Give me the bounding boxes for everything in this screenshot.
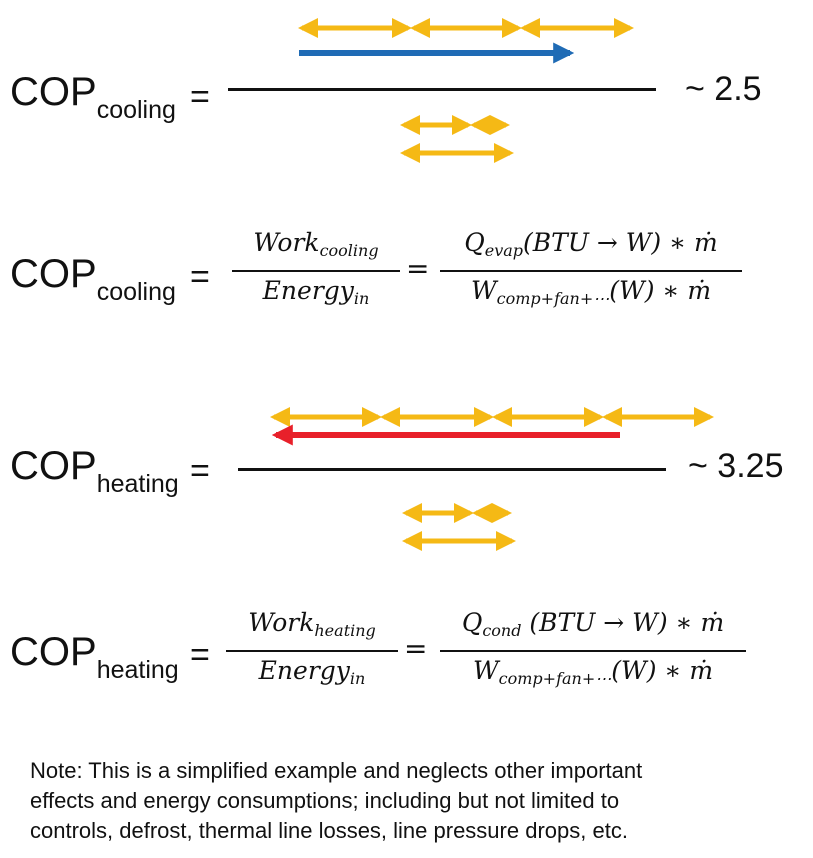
equals-sign: = bbox=[190, 78, 210, 116]
note-line: Note: This is a simplified example and n… bbox=[30, 758, 643, 783]
fraction-denominator: Energyin bbox=[262, 276, 370, 308]
fraction-denominator: Wcomp+fan+⋯(W) ∗ ṁ bbox=[472, 656, 714, 688]
cop-text: COP bbox=[10, 444, 97, 488]
cop-text: COP bbox=[10, 70, 97, 114]
q-over-w-fraction: Qevap(BTU → W) ∗ ṁ Wcomp+fan+⋯(W) ∗ ṁ bbox=[440, 228, 742, 314]
equals-sign: = bbox=[404, 632, 428, 665]
cop-heating-label: COPheating bbox=[10, 444, 179, 497]
cop-text: COP bbox=[10, 630, 97, 674]
note-line: effects and energy consumptions; includi… bbox=[30, 788, 620, 813]
cop-heating-formula-label: COPheating bbox=[10, 630, 179, 683]
work-over-energy-fraction: Workcooling Energyin bbox=[232, 228, 400, 314]
equals-sign: = bbox=[406, 252, 430, 285]
disclaimer-note: Note: This is a simplified example and n… bbox=[30, 756, 800, 846]
cop-subscript: cooling bbox=[96, 96, 176, 124]
cop-text: COP bbox=[10, 252, 97, 296]
fraction-bar bbox=[228, 88, 656, 91]
cop-subscript: heating bbox=[96, 470, 179, 498]
cop-subscript: heating bbox=[96, 656, 179, 684]
cop-subscript: cooling bbox=[96, 278, 176, 306]
work-over-energy-fraction: Workheating Energyin bbox=[226, 608, 398, 694]
cop-cooling-approx-value: ~ 2.5 bbox=[685, 70, 762, 108]
fraction-denominator: Wcomp+fan+⋯(W) ∗ ṁ bbox=[470, 276, 712, 308]
fraction-line bbox=[440, 270, 742, 272]
fraction-denominator: Energyin bbox=[258, 656, 366, 688]
fraction-line bbox=[232, 270, 400, 272]
fraction-line bbox=[226, 650, 398, 652]
cop-cooling-formula-label: COPcooling bbox=[10, 252, 176, 305]
fraction-numerator: Qcond (BTU → W) ∗ ṁ bbox=[461, 608, 725, 640]
fraction-numerator: Qevap(BTU → W) ∗ ṁ bbox=[464, 228, 718, 260]
fraction-numerator: Workcooling bbox=[253, 228, 379, 260]
cop-cooling-label: COPcooling bbox=[10, 70, 176, 123]
equals-sign: = bbox=[190, 636, 210, 674]
fraction-line bbox=[440, 650, 746, 652]
equals-sign: = bbox=[190, 452, 210, 490]
fraction-numerator: Workheating bbox=[248, 608, 376, 640]
note-line: controls, defrost, thermal line losses, … bbox=[30, 818, 628, 843]
q-over-w-fraction: Qcond (BTU → W) ∗ ṁ Wcomp+fan+⋯(W) ∗ ṁ bbox=[440, 608, 746, 694]
fraction-bar bbox=[238, 468, 666, 471]
equals-sign: = bbox=[190, 258, 210, 296]
cop-heating-approx-value: ~ 3.25 bbox=[688, 447, 784, 485]
